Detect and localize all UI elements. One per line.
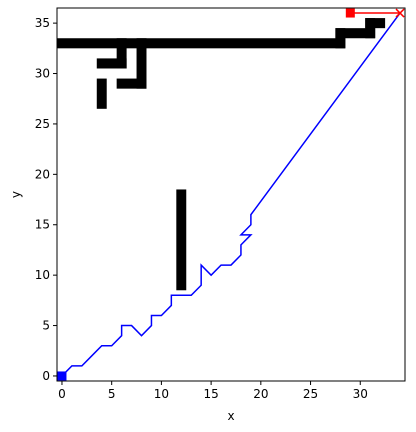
x-tick-label: 30	[353, 387, 368, 401]
obstacle-block	[116, 38, 127, 69]
y-tick-label: 20	[35, 167, 50, 181]
obstacle-layer	[57, 18, 386, 291]
path-layer	[61, 8, 405, 377]
obstacle-block	[96, 58, 127, 69]
y-tick-label: 35	[35, 16, 50, 30]
start-marker	[57, 371, 67, 381]
obstacle-block	[176, 189, 187, 291]
marker-layer	[57, 8, 355, 381]
x-tick-label: 10	[154, 387, 169, 401]
axes-frame	[56, 7, 406, 382]
obstacle-block	[96, 78, 107, 109]
x-axis-ticks: 0 5 10 15 20 25 30	[58, 381, 368, 401]
obstacle-block	[365, 18, 386, 29]
y-tick-label: 10	[35, 268, 50, 282]
y-tick-label: 5	[42, 319, 50, 333]
obstacle-block	[335, 28, 346, 49]
y-tick-label: 0	[42, 369, 50, 383]
x-tick-label: 20	[253, 387, 268, 401]
y-axis-label: y	[9, 191, 23, 198]
goal-cross-mark	[395, 8, 405, 18]
obstacle-block	[57, 38, 346, 49]
x-tick-label: 25	[303, 387, 318, 401]
obstacle-block	[116, 78, 147, 89]
x-tick-label: 15	[203, 387, 218, 401]
obstacle-block	[335, 28, 376, 39]
y-axis-ticks: 0 5 10 15 20 25 30 35	[35, 16, 57, 383]
y-tick-label: 25	[35, 117, 50, 131]
y-tick-label: 30	[35, 67, 50, 81]
x-tick-label: 5	[108, 387, 116, 401]
x-axis-label: x	[227, 409, 234, 423]
y-tick-label: 15	[35, 218, 50, 232]
x-tick-label: 0	[58, 387, 66, 401]
goal-marker	[345, 8, 355, 18]
blue-path-line	[61, 12, 401, 377]
obstacle-block	[136, 38, 147, 89]
